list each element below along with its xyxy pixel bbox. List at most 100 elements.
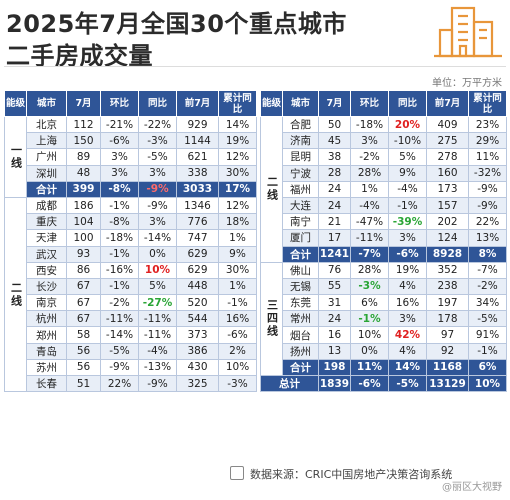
mom-cell: -18% (100, 229, 139, 247)
ytd-yoy-cell: 10% (218, 358, 257, 377)
table-row: 福州 24 1% -4% 173 -9% (261, 180, 507, 198)
yoy-cell: 3% (388, 229, 427, 247)
page-title: 2025年7月全国30个重点城市 (6, 10, 347, 38)
table-row: 上海 150 -6% -3% 1144 19% (5, 132, 257, 150)
mom-cell: -2% (100, 294, 139, 312)
tier-label: 二线 (4, 196, 27, 393)
city-cell: 深圳 (26, 164, 67, 182)
yoy-cell: -10% (388, 132, 427, 150)
july-cell: 67 (66, 294, 101, 312)
july-cell: 67 (66, 277, 101, 296)
ytd-yoy-cell: -9% (468, 180, 507, 198)
yoy-cell: -4% (138, 342, 177, 360)
city-cell: 长春 (26, 374, 67, 393)
yoy-cell: -14% (138, 229, 177, 247)
ytd-yoy-cell: 91% (468, 326, 507, 344)
table-row: 广州 89 3% -5% 621 12% (5, 148, 257, 166)
city-cell: 宁波 (282, 164, 319, 182)
city-cell: 重庆 (26, 213, 67, 231)
july-cell: 55 (318, 277, 351, 296)
mom-cell: -1% (350, 310, 389, 328)
ytd-yoy-cell: 1% (218, 229, 257, 247)
city-cell: 武汉 (26, 245, 67, 263)
table-row: 深圳 48 3% 3% 338 30% (5, 164, 257, 182)
column-header: 同比 (138, 90, 177, 117)
grand-total-label: 总计 (260, 374, 319, 393)
ytd-cell: 3033 (176, 180, 219, 198)
column-header: 能级 (260, 90, 283, 117)
ytd-yoy-cell: -7% (468, 261, 507, 279)
table-row: 宁波 28 28% 9% 160 -32% (261, 164, 507, 182)
table-row: 厦门 17 -11% 3% 124 13% (261, 229, 507, 247)
city-cell: 西安 (26, 261, 67, 279)
yoy-cell: -3% (138, 132, 177, 150)
yoy-cell: 16% (388, 294, 427, 312)
mom-cell: 3% (100, 164, 139, 182)
table-header: 能级 城市 7月 环比 同比 前7月 累计同比 (260, 90, 507, 117)
table-row: 杭州 67 -11% -11% 544 16% (5, 310, 257, 328)
ytd-cell: 202 (426, 213, 469, 231)
yoy-cell: -4% (388, 180, 427, 198)
column-header: 城市 (26, 90, 67, 117)
ytd-cell: 409 (426, 115, 469, 134)
table-row: 长沙 67 -1% 5% 448 1% (5, 277, 257, 296)
mom-cell: 10% (350, 326, 389, 344)
july-cell: 51 (66, 374, 101, 393)
ytd-cell: 97 (426, 326, 469, 344)
yoy-cell: -13% (138, 358, 177, 377)
yoy-cell: -11% (138, 326, 177, 344)
july-cell: 104 (66, 213, 101, 231)
table-row: 昆明 38 -2% 5% 278 11% (261, 148, 507, 166)
column-header: 环比 (100, 90, 139, 117)
july-cell: 48 (66, 164, 101, 182)
ytd-cell: 352 (426, 261, 469, 279)
mom-cell: -4% (350, 196, 389, 215)
july-cell: 93 (66, 245, 101, 263)
july-cell: 28 (318, 164, 351, 182)
july-cell: 112 (66, 115, 101, 134)
column-header: 前7月 (176, 90, 219, 117)
ytd-yoy-cell: -1% (218, 294, 257, 312)
july-cell: 38 (318, 148, 351, 166)
ytd-yoy-cell: 2% (218, 342, 257, 360)
city-cell: 大连 (282, 196, 319, 215)
ytd-cell: 1168 (426, 358, 469, 377)
ytd-yoy-cell: 18% (218, 213, 257, 231)
ytd-yoy-cell: 9% (218, 245, 257, 263)
right-table: 能级 城市 7月 环比 同比 前7月 累计同比 二线 合肥 50 -18% 20% 409 23% 济南 4… (260, 90, 507, 393)
grand-total-row: 总计 1839 -6% -5% 13129 10% (260, 374, 507, 393)
mom-cell: -6% (100, 132, 139, 150)
city-cell: 合肥 (282, 115, 319, 134)
yoy-cell: -9% (138, 374, 177, 393)
city-cell: 长沙 (26, 277, 67, 296)
mom-cell: -47% (350, 213, 389, 231)
table-row: 常州 24 -1% 3% 178 -5% (261, 310, 507, 328)
ytd-cell: 373 (176, 326, 219, 344)
city-cell: 合计 (282, 245, 319, 263)
table-row: 三四线 佛山 76 28% 19% 352 -7% (260, 261, 507, 377)
table-row: 扬州 13 0% 4% 92 -1% (261, 342, 507, 360)
yoy-cell: -5% (138, 148, 177, 166)
source-note: 数据来源：CRIC中国房地产决策咨询系统 (250, 468, 453, 481)
ytd-yoy-cell: 23% (468, 115, 507, 134)
table-row: 无锡 55 -3% 4% 238 -2% (261, 277, 507, 296)
document-icon (230, 466, 244, 480)
july-cell: 1241 (318, 245, 351, 263)
july-cell: 100 (66, 229, 101, 247)
column-header: 同比 (388, 90, 427, 117)
tier-label: 二线 (260, 116, 283, 263)
city-cell: 广州 (26, 148, 67, 166)
yoy-cell: -5% (388, 374, 427, 393)
july-cell: 13 (318, 342, 351, 360)
july-cell: 16 (318, 326, 351, 344)
ytd-cell: 278 (426, 148, 469, 166)
left-table: 能级 城市 7月 环比 同比 前7月 累计同比 一线 北京 112 -21% -22% 929 14% 上… (4, 90, 257, 393)
july-cell: 24 (318, 310, 351, 328)
july-cell: 86 (66, 261, 101, 279)
column-header: 前7月 (426, 90, 469, 117)
column-header: 累计同比 (468, 90, 507, 117)
column-header: 能级 (4, 90, 27, 117)
mom-cell: -9% (100, 358, 139, 377)
july-cell: 45 (318, 132, 351, 150)
page-subtitle: 二手房成交量 (6, 42, 153, 70)
